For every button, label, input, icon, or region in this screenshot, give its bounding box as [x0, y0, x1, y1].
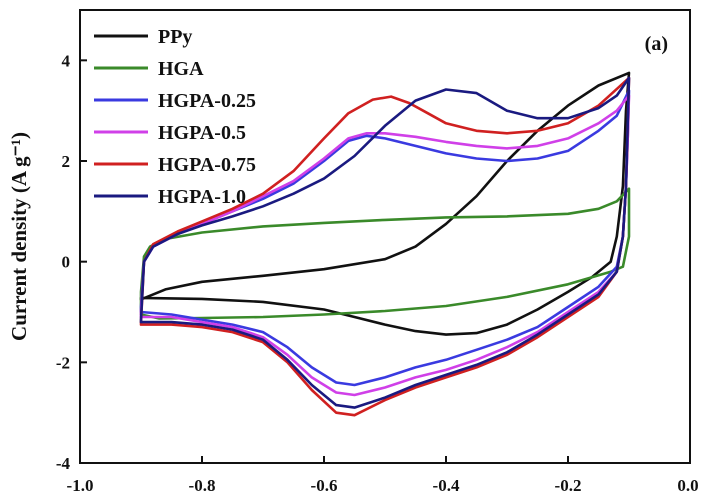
plot-lines	[139, 71, 631, 417]
panel-label: (a)	[645, 33, 668, 55]
y-tick-label: -2	[56, 353, 70, 372]
x-tick-label: -1.0	[67, 476, 94, 495]
x-tick-label: -0.6	[311, 476, 338, 495]
x-tick-label: 0.0	[677, 476, 698, 495]
plot-frame	[79, 9, 691, 464]
legend: PPy HGA HGPA-0.25 HGPA-0.5 HGPA-0.75 HGPA-1.0	[94, 26, 256, 208]
series-line-hga	[139, 187, 631, 320]
legend-label: HGPA-0.75	[158, 154, 256, 176]
legend-label: PPy	[158, 26, 192, 48]
y-tick-label: 2	[62, 152, 71, 171]
y-tick-label: 0	[62, 253, 71, 272]
y-tick-label: 4	[62, 51, 71, 70]
series-line-ppy	[139, 71, 631, 336]
y-axis-title: Current density (A g⁻¹)	[7, 132, 31, 341]
y-tick-label: -4	[56, 454, 71, 473]
axis-ticks: -1.0 -0.8 -0.6 -0.4 -0.2 0.0 -4 -2 0 2 4	[56, 51, 699, 495]
x-tick-label: -0.8	[189, 476, 216, 495]
legend-label: HGPA-1.0	[158, 186, 246, 208]
series-line-hgpa-1-0	[139, 76, 631, 409]
legend-label: HGA	[158, 58, 204, 80]
x-tick-label: -0.4	[433, 476, 460, 495]
legend-label: HGPA-0.5	[158, 122, 246, 144]
x-tick-label: -0.2	[555, 476, 582, 495]
legend-label: HGPA-0.25	[158, 90, 256, 112]
